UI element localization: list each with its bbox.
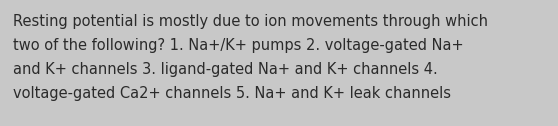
Text: two of the following? 1. Na+/K+ pumps 2. voltage-gated Na+: two of the following? 1. Na+/K+ pumps 2.… xyxy=(13,38,464,53)
Text: Resting potential is mostly due to ion movements through which: Resting potential is mostly due to ion m… xyxy=(13,14,488,29)
Text: and K+ channels 3. ligand-gated Na+ and K+ channels 4.: and K+ channels 3. ligand-gated Na+ and … xyxy=(13,62,437,77)
Text: voltage-gated Ca2+ channels 5. Na+ and K+ leak channels: voltage-gated Ca2+ channels 5. Na+ and K… xyxy=(13,86,451,101)
